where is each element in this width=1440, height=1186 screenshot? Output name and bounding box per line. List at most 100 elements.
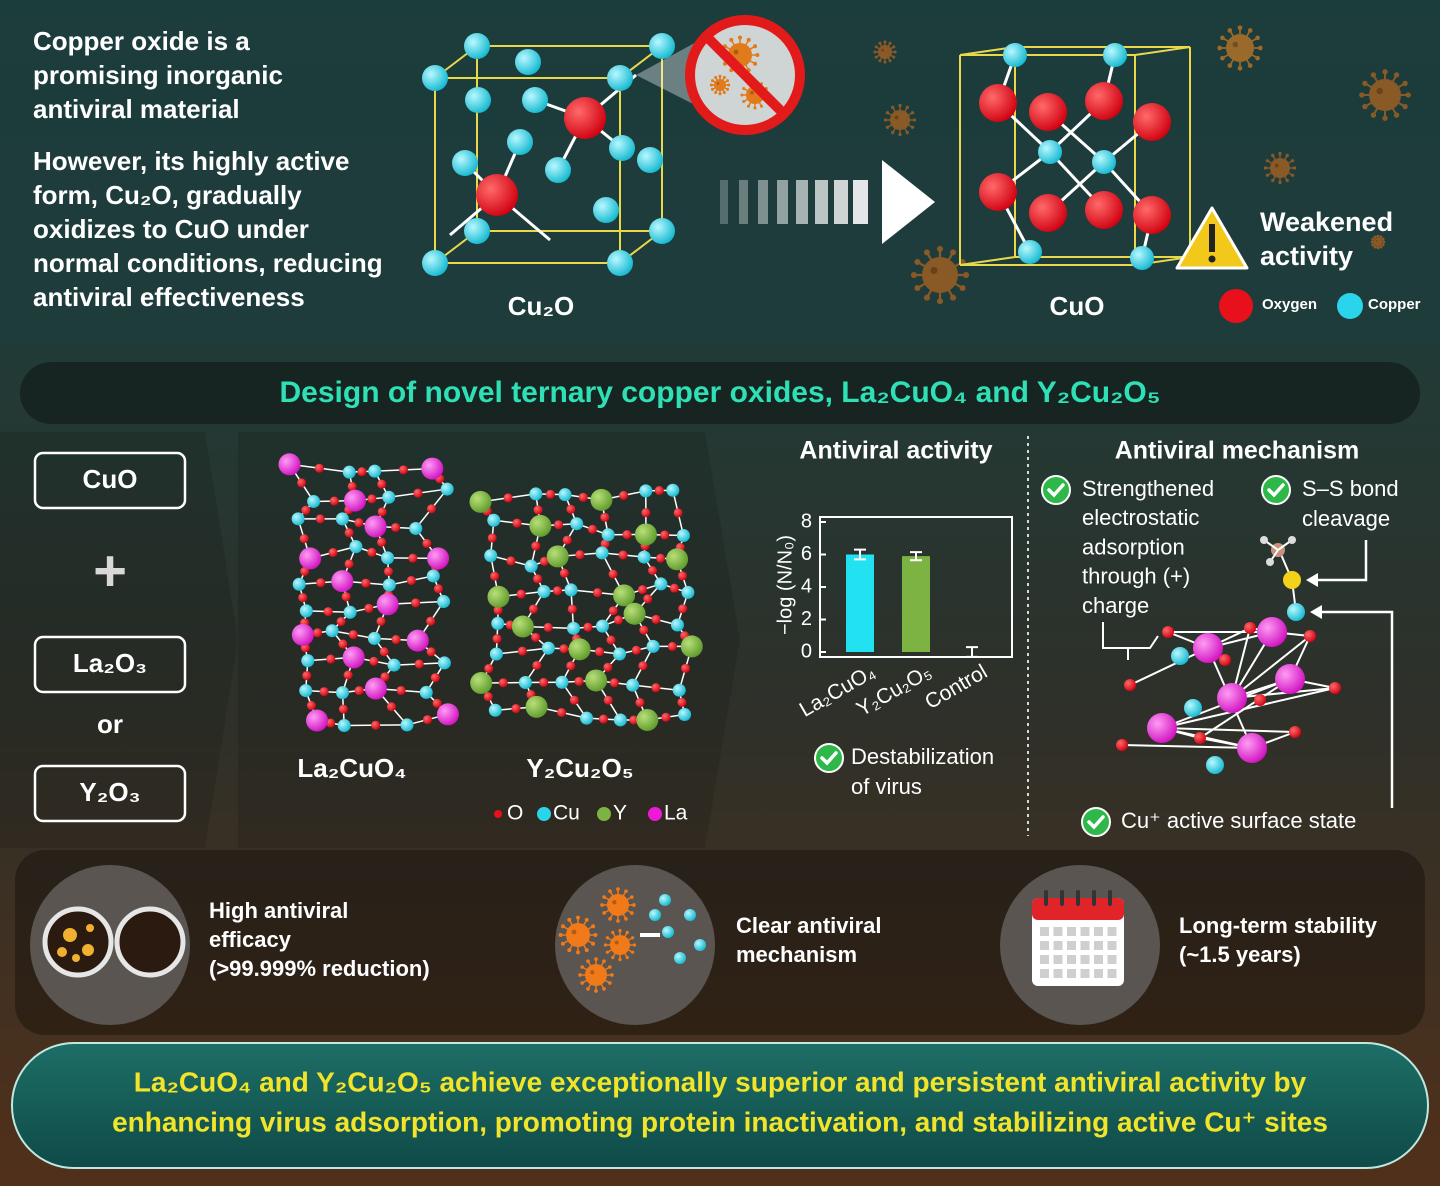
atom xyxy=(335,512,349,526)
molecule-atom xyxy=(1260,536,1268,544)
label: form, Cu₂O, gradually xyxy=(33,180,302,210)
atom xyxy=(543,622,553,632)
label: La xyxy=(664,802,688,825)
virus-knob xyxy=(1290,173,1295,177)
virus-knob xyxy=(580,965,585,969)
conclusion-text: enhancing virus adsorption, promoting pr… xyxy=(112,1106,1328,1137)
atom xyxy=(484,549,498,563)
atom xyxy=(1116,739,1128,751)
virus-knob xyxy=(883,118,888,122)
virus-knob xyxy=(1371,237,1375,241)
virus-knob xyxy=(912,118,917,122)
atom xyxy=(493,605,503,615)
atom xyxy=(344,528,354,538)
atom xyxy=(517,646,527,656)
atom xyxy=(319,687,329,697)
virus-knob xyxy=(898,132,902,137)
virus-knob xyxy=(1247,28,1253,33)
virus-spot xyxy=(894,115,899,120)
atom xyxy=(1194,732,1206,744)
atom xyxy=(613,713,627,727)
atom xyxy=(672,683,686,697)
atom xyxy=(1254,694,1266,706)
virus-knob xyxy=(630,950,635,954)
atom xyxy=(601,528,615,542)
atom xyxy=(465,87,491,113)
virus-knob xyxy=(616,919,620,923)
arrow-tip xyxy=(1306,573,1318,587)
atom xyxy=(492,634,502,644)
virus-knob xyxy=(1265,173,1270,177)
atom xyxy=(426,616,436,626)
atom xyxy=(342,646,365,669)
atom xyxy=(408,553,418,563)
virus-knob xyxy=(1379,235,1383,239)
atom xyxy=(1244,622,1256,634)
atom xyxy=(291,623,314,646)
virus-knob xyxy=(874,45,878,49)
virus-knob xyxy=(1263,166,1268,170)
virus-knob xyxy=(959,285,966,292)
atom xyxy=(301,654,315,668)
atom xyxy=(651,614,661,624)
bar xyxy=(902,556,930,652)
atom xyxy=(426,569,440,583)
petri-dish xyxy=(42,906,114,978)
label: Long-term stability xyxy=(1179,913,1378,938)
virus-knob xyxy=(584,948,589,953)
virus xyxy=(607,894,629,916)
reactant-label: La₂O₃ xyxy=(73,648,147,678)
virus-knob xyxy=(709,83,713,87)
virus-knob xyxy=(893,50,897,54)
virus-knob xyxy=(591,924,596,929)
atom xyxy=(678,604,688,614)
calendar-cell xyxy=(1040,955,1049,964)
molecule-atom xyxy=(1266,558,1274,566)
atom xyxy=(337,719,351,733)
atom xyxy=(511,615,534,638)
virus-knob xyxy=(905,130,909,135)
atom xyxy=(634,523,657,546)
molecule-atom xyxy=(1288,536,1296,544)
label: High antiviral xyxy=(209,898,348,923)
virus-knob xyxy=(753,61,758,66)
atom xyxy=(607,250,633,276)
atom xyxy=(609,678,619,688)
atom xyxy=(490,571,500,581)
atom xyxy=(593,197,619,223)
atom xyxy=(382,578,396,592)
calendar-ring xyxy=(1092,890,1096,906)
atom xyxy=(292,577,306,591)
structure-label: La₂CuO₄ xyxy=(297,753,406,783)
virus-knob xyxy=(710,87,714,91)
bond xyxy=(1121,744,1253,749)
virus-knob xyxy=(608,889,612,894)
atom xyxy=(1029,194,1067,232)
atom xyxy=(638,661,648,671)
atom xyxy=(498,678,508,688)
atom xyxy=(483,692,493,702)
virus-knob xyxy=(722,75,726,79)
virus-spot xyxy=(1375,240,1378,242)
virus-knob xyxy=(718,92,722,96)
atom xyxy=(1206,756,1224,774)
calendar-cell xyxy=(1080,969,1090,978)
virus-knob xyxy=(726,79,730,83)
plaque xyxy=(57,947,67,957)
atom xyxy=(299,604,313,618)
virus-knob xyxy=(885,111,890,115)
atom xyxy=(491,616,505,630)
atom xyxy=(437,656,451,670)
atom xyxy=(336,616,346,626)
atom xyxy=(507,129,533,155)
atom xyxy=(361,578,371,588)
banner-bg xyxy=(20,362,1420,424)
atom xyxy=(291,512,305,526)
reactant-box xyxy=(33,451,187,510)
virus-knob xyxy=(910,272,917,278)
atom xyxy=(639,484,653,498)
atom xyxy=(383,566,393,576)
virus-knob xyxy=(746,37,751,42)
virus-knob xyxy=(888,59,892,63)
